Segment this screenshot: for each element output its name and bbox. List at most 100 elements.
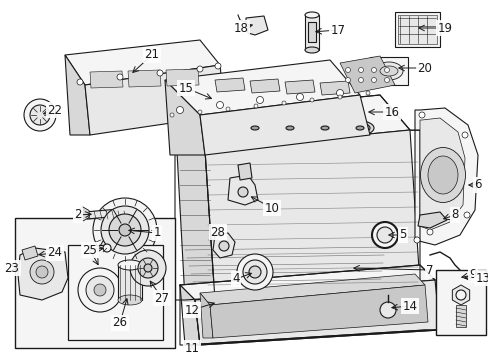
Circle shape — [238, 187, 247, 197]
Bar — [68, 245, 163, 340]
Circle shape — [337, 95, 341, 99]
Text: 12: 12 — [184, 303, 199, 316]
Polygon shape — [85, 65, 224, 135]
Bar — [435, 270, 485, 335]
Circle shape — [461, 132, 467, 138]
Circle shape — [93, 198, 157, 262]
Circle shape — [94, 284, 106, 296]
Text: 6: 6 — [473, 179, 481, 192]
Polygon shape — [215, 78, 244, 92]
Bar — [455, 305, 465, 327]
Circle shape — [345, 77, 350, 82]
Circle shape — [225, 107, 229, 111]
Polygon shape — [175, 95, 409, 150]
Circle shape — [30, 260, 54, 284]
Polygon shape — [200, 293, 213, 338]
Text: 21: 21 — [144, 49, 159, 62]
Polygon shape — [245, 16, 267, 35]
Ellipse shape — [379, 66, 397, 76]
Text: 9: 9 — [468, 269, 476, 282]
Circle shape — [418, 112, 424, 118]
Polygon shape — [164, 60, 359, 115]
Circle shape — [376, 227, 392, 243]
Circle shape — [358, 68, 363, 72]
Ellipse shape — [305, 47, 318, 53]
Polygon shape — [213, 233, 235, 258]
Ellipse shape — [118, 295, 142, 305]
Polygon shape — [319, 81, 349, 95]
Polygon shape — [184, 330, 439, 345]
Text: 16: 16 — [384, 105, 399, 118]
Ellipse shape — [250, 126, 259, 130]
Circle shape — [176, 107, 183, 113]
Circle shape — [215, 63, 221, 69]
Text: 20: 20 — [417, 62, 431, 75]
Polygon shape — [285, 80, 314, 94]
Ellipse shape — [305, 12, 318, 18]
Text: 4: 4 — [232, 273, 239, 285]
Circle shape — [117, 74, 123, 80]
Circle shape — [309, 98, 313, 102]
Ellipse shape — [241, 121, 268, 135]
Text: 5: 5 — [399, 229, 406, 242]
Ellipse shape — [355, 126, 363, 130]
Ellipse shape — [285, 126, 293, 130]
Ellipse shape — [244, 123, 264, 133]
Text: 18: 18 — [233, 22, 248, 35]
Circle shape — [130, 250, 165, 286]
Circle shape — [296, 94, 303, 100]
Ellipse shape — [320, 126, 328, 130]
Polygon shape — [200, 95, 369, 155]
Polygon shape — [164, 80, 204, 155]
Circle shape — [197, 66, 203, 72]
Circle shape — [371, 77, 376, 82]
Circle shape — [77, 79, 83, 85]
Circle shape — [243, 260, 266, 284]
Bar — [394, 12, 439, 47]
Circle shape — [109, 214, 141, 246]
Bar — [397, 15, 436, 44]
Text: 22: 22 — [47, 104, 62, 117]
Polygon shape — [227, 175, 258, 205]
Text: 15: 15 — [178, 81, 193, 94]
Polygon shape — [339, 56, 394, 93]
Circle shape — [101, 206, 149, 254]
Polygon shape — [180, 285, 200, 345]
Polygon shape — [65, 40, 220, 85]
Polygon shape — [85, 208, 132, 219]
Text: 23: 23 — [4, 261, 20, 274]
Ellipse shape — [427, 156, 457, 194]
Text: 1: 1 — [153, 226, 161, 239]
Circle shape — [198, 110, 202, 114]
Text: 28: 28 — [210, 225, 225, 238]
Polygon shape — [18, 248, 68, 300]
Circle shape — [216, 102, 223, 108]
Circle shape — [103, 244, 111, 252]
Polygon shape — [128, 70, 161, 87]
Circle shape — [282, 101, 285, 105]
Bar — [307, 22, 315, 42]
Circle shape — [143, 264, 152, 272]
Circle shape — [170, 113, 174, 117]
Circle shape — [30, 105, 50, 125]
Polygon shape — [195, 280, 439, 345]
Polygon shape — [200, 274, 424, 305]
Circle shape — [138, 258, 158, 278]
Circle shape — [455, 290, 465, 300]
Bar — [118, 265, 142, 300]
Polygon shape — [175, 115, 215, 300]
Circle shape — [384, 68, 389, 72]
Polygon shape — [22, 246, 38, 260]
Polygon shape — [180, 265, 434, 300]
Ellipse shape — [280, 123, 299, 133]
Circle shape — [253, 104, 258, 108]
Bar — [15, 218, 175, 348]
Text: 2: 2 — [74, 208, 81, 221]
Circle shape — [119, 224, 131, 236]
Ellipse shape — [275, 121, 304, 135]
Text: 27: 27 — [154, 292, 169, 305]
Polygon shape — [414, 108, 477, 245]
Circle shape — [256, 96, 263, 104]
Ellipse shape — [349, 123, 369, 133]
Text: 25: 25 — [82, 243, 97, 256]
